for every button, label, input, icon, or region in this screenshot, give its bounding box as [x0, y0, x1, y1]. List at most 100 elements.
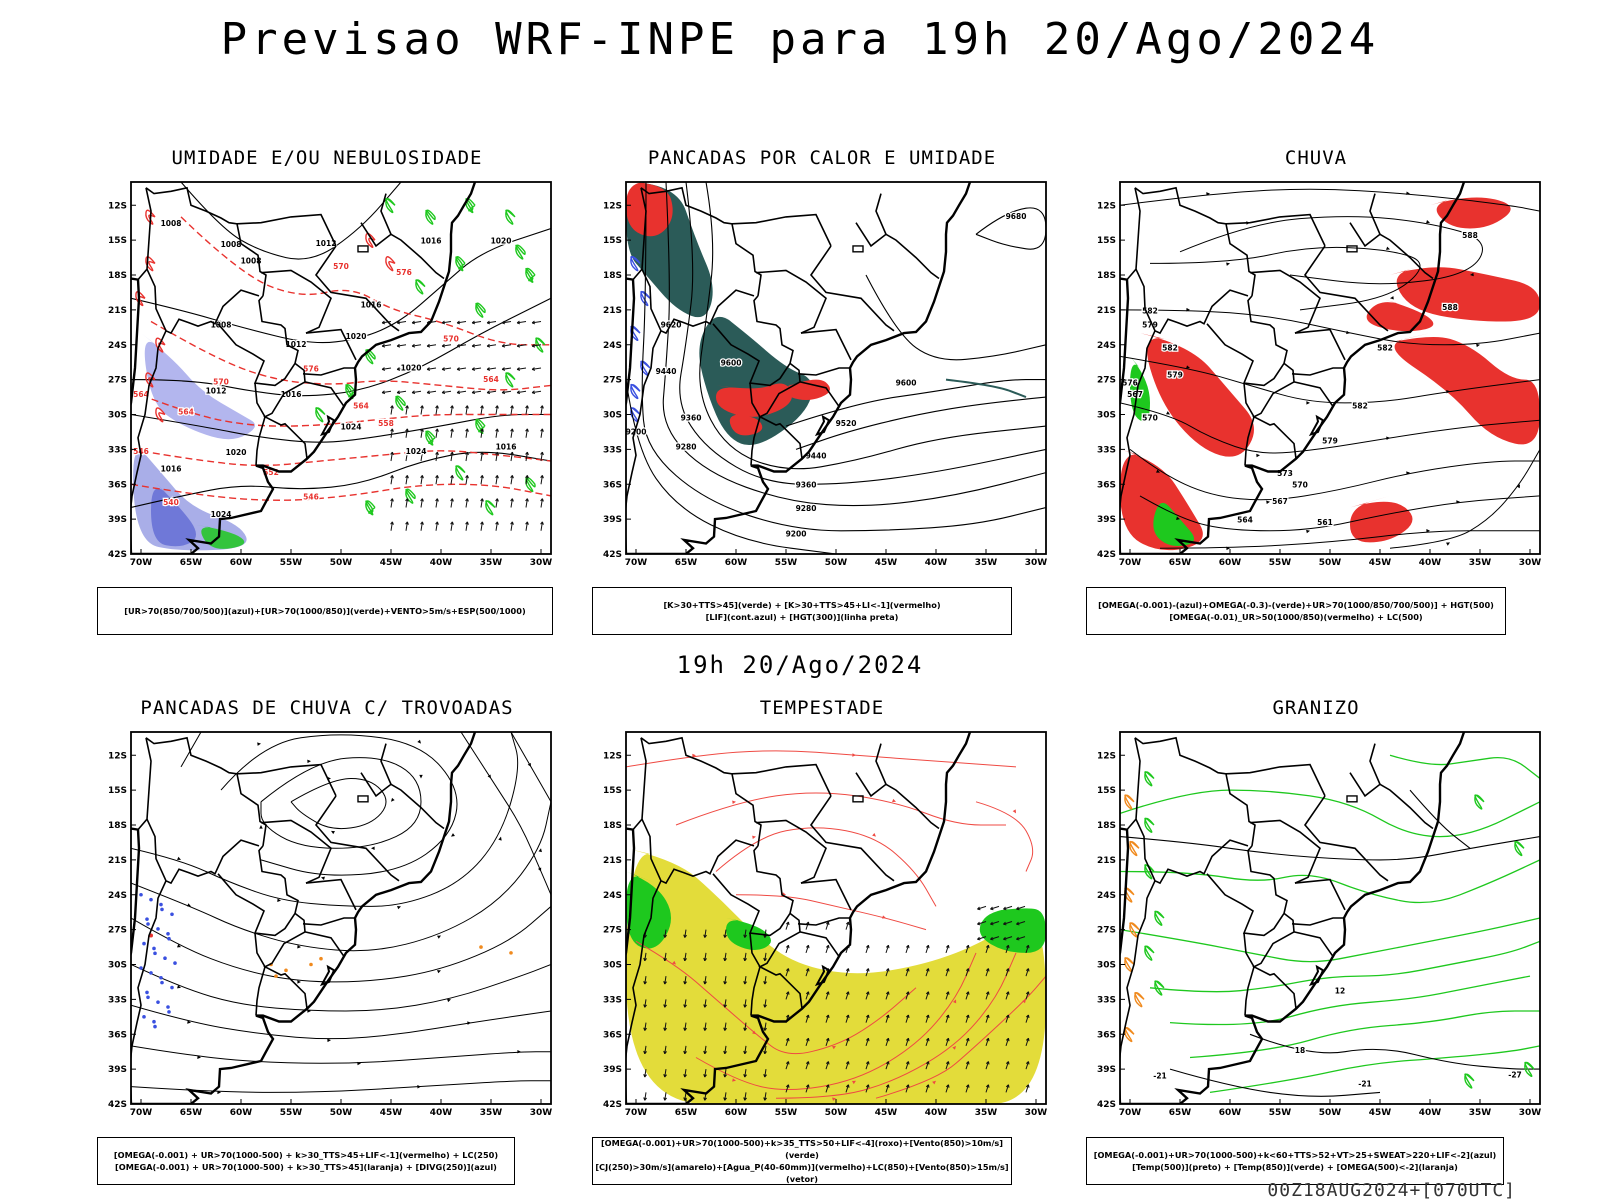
country-border: [809, 795, 895, 882]
lif-contour: [630, 383, 641, 400]
streamline-arrow: [1166, 411, 1170, 415]
divergence-dot: [173, 961, 177, 965]
rh-low-contour: [525, 476, 536, 493]
wind-vector-head: [465, 498, 469, 502]
wind-vector-head: [643, 1050, 647, 1055]
wind-vector-head: [396, 390, 401, 395]
wind-vector-head: [405, 428, 409, 432]
lif-contour: [630, 255, 641, 272]
lat-tick-label: 33S: [1097, 445, 1116, 455]
streamline-arrow: [1516, 484, 1520, 489]
lon-tick-label: 60W: [725, 1108, 748, 1118]
wind-vector-head: [683, 934, 687, 938]
country-border: [1225, 213, 1326, 247]
temp-850-line: [1169, 975, 1531, 1026]
thickness-line: [131, 448, 551, 467]
lon-tick-label: 45W: [1369, 558, 1392, 568]
panel-umidade: UMIDADE E/OU NEBULOSIDADE 1008 1008 1008 10…: [97, 147, 557, 635]
wind-850-vector: [704, 1022, 707, 1031]
wind-vector: [420, 405, 423, 415]
wind-vector: [465, 521, 468, 531]
divergence-dot: [167, 936, 171, 941]
lon-tick-label: 35W: [1469, 1108, 1492, 1118]
wind-vector: [390, 452, 393, 462]
country-border: [797, 367, 850, 376]
contour-label: 588: [1442, 303, 1458, 312]
wind-vector-head: [703, 957, 707, 962]
height-500-streamline: [1120, 402, 1540, 454]
wind-vector-head: [501, 320, 506, 325]
streamline-arrow: [1446, 542, 1450, 546]
streamline-arrow: [467, 1021, 471, 1025]
country-border: [254, 933, 266, 1016]
country-border: [360, 772, 445, 830]
streamline-arrow: [1256, 453, 1260, 458]
wind-vector: [382, 321, 392, 324]
wind-850-vector: [945, 968, 949, 977]
thickness-line: [180, 216, 551, 346]
wind-850-vector: [845, 1084, 849, 1093]
wind-vector-head: [450, 498, 454, 502]
wind-850-vector: [865, 1038, 869, 1047]
wind-vector-head: [825, 1084, 830, 1088]
wind-850-vector: [825, 1061, 829, 1070]
contour-label: 588: [1462, 231, 1478, 240]
contour-label: 576: [1122, 378, 1138, 387]
wind-850-vector: [925, 968, 929, 977]
lon-tick-label: 40W: [430, 558, 453, 568]
wind-850-vector: [744, 1022, 747, 1031]
wind-vector: [382, 367, 392, 370]
wind-vector-head: [985, 1084, 990, 1088]
wind-vector: [450, 428, 453, 438]
wind-850-vector: [764, 929, 767, 938]
instability-strong-area: [716, 383, 792, 417]
contour-label: 582: [1162, 344, 1178, 353]
wind-vector-head: [405, 521, 409, 525]
wind-vector: [457, 390, 467, 394]
wind-850-vector: [825, 945, 829, 954]
contour-label: 570: [1142, 413, 1158, 422]
wind-vector-head: [905, 944, 910, 949]
contour-label: 1024: [406, 447, 427, 456]
temp-850-line: [1189, 1010, 1540, 1059]
lc-850-streamline: [626, 750, 1017, 768]
thickness-line: [150, 320, 551, 391]
wind-vector-head: [480, 498, 484, 502]
contour-label: 1008: [221, 240, 242, 249]
wind-vector: [472, 344, 482, 347]
country-border: [1126, 187, 1141, 281]
rh-low-contour: [425, 430, 436, 446]
wind-vector-head: [1016, 936, 1020, 941]
wind-vector: [435, 521, 438, 531]
wind-850-vector: [644, 1092, 647, 1101]
country-border: [1303, 245, 1389, 332]
thickness-line: [131, 483, 551, 501]
wind-vector-head: [495, 521, 499, 525]
wind-vector-head: [663, 1097, 667, 1101]
wind-vector-head: [723, 957, 727, 962]
wind-vector-head: [495, 498, 499, 502]
legend-line: [Temp(500)](preto) + [Temp(850)](verde) …: [1132, 1162, 1458, 1172]
wind-850-vector: [925, 1061, 929, 1070]
wind-850-vector: [644, 976, 647, 985]
wind-850-vector: [704, 999, 707, 1008]
lif-contour: [640, 290, 651, 307]
country-border: [1293, 381, 1334, 407]
wind-850-vector: [785, 945, 789, 954]
main-title: Previsao WRF-INPE para 19h 20/Ago/2024: [220, 14, 1380, 65]
wind-850-vector: [644, 1045, 647, 1054]
wind-vector: [390, 405, 393, 415]
lon-tick-label: 70W: [1119, 558, 1142, 568]
lat-tick-label: 42S: [1097, 1100, 1116, 1110]
lagoa-dos-patos: [319, 964, 336, 987]
divergence-dot: [166, 1005, 170, 1009]
wind-vector-head: [743, 1050, 747, 1055]
lon-tick-label: 45W: [380, 1108, 403, 1118]
convection-dot: [309, 962, 313, 967]
red-contour: [155, 407, 166, 423]
lon-tick-label: 65W: [180, 558, 203, 568]
contour-label: 576: [303, 364, 319, 373]
wind-vector-head: [785, 1084, 790, 1088]
wind-850-vector: [845, 991, 849, 1000]
wind-vector-head: [643, 1027, 647, 1031]
